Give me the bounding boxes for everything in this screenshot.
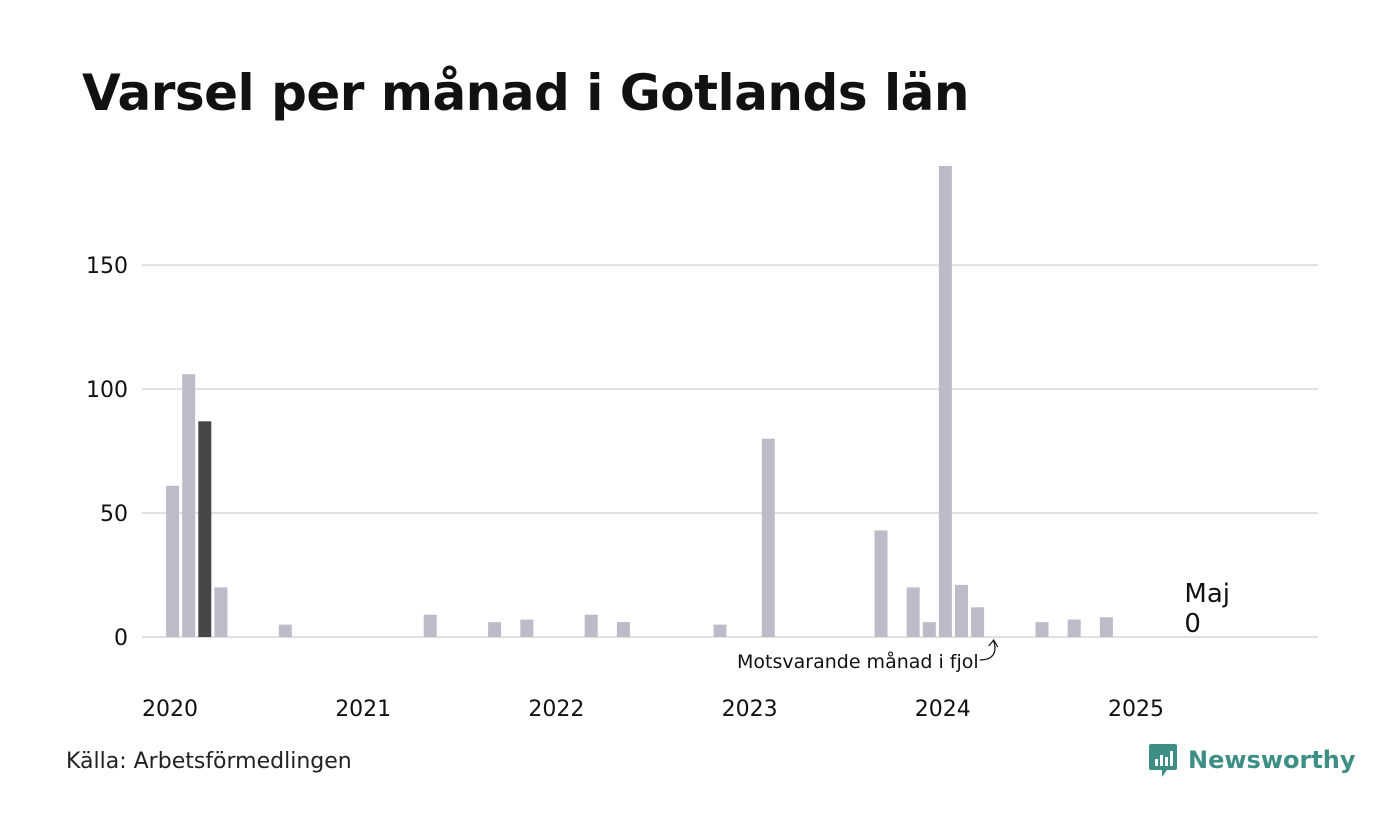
bar <box>584 614 598 637</box>
annotation: Motsvarande månad i fjol <box>737 638 999 673</box>
bar <box>906 587 920 637</box>
bar <box>488 622 502 637</box>
bar-highlight <box>198 421 212 637</box>
brand-logo[interactable]: Newsworthy <box>1148 742 1356 778</box>
bar <box>214 587 228 637</box>
bar <box>938 166 952 637</box>
bar <box>1035 622 1049 637</box>
bar <box>761 438 775 637</box>
y-tick-label: 50 <box>100 502 128 527</box>
y-tick-label: 100 <box>86 378 128 403</box>
x-axis-ticks: 2020 2021 2022 2023 2024 2025 <box>142 697 1164 722</box>
source-note: Källa: Arbetsförmedlingen <box>66 749 352 774</box>
x-tick-label: 2025 <box>1108 697 1164 722</box>
bar <box>423 614 437 637</box>
bar <box>922 622 936 637</box>
bars <box>166 166 1113 637</box>
y-axis-ticks: 0 50 100 150 <box>86 254 128 651</box>
last-value-label: Maj 0 <box>1184 579 1230 639</box>
bar <box>971 607 985 637</box>
bar <box>278 624 292 637</box>
y-tick-label: 150 <box>86 254 128 279</box>
y-tick-label: 0 <box>114 626 128 651</box>
x-tick-label: 2021 <box>335 697 391 722</box>
annotation-text: Motsvarande månad i fjol <box>737 650 979 673</box>
bar <box>182 374 196 637</box>
bar <box>520 619 534 637</box>
gridlines <box>142 264 1318 638</box>
brand-name: Newsworthy <box>1188 746 1356 774</box>
x-tick-label: 2024 <box>915 697 971 722</box>
bar <box>713 624 727 637</box>
last-value-text: 0 <box>1184 609 1201 639</box>
last-month-label: Maj <box>1184 579 1230 609</box>
x-tick-label: 2023 <box>722 697 778 722</box>
bar <box>616 622 630 637</box>
bar <box>1099 617 1113 637</box>
bar <box>955 584 968 637</box>
annotation-arrow <box>979 640 996 661</box>
bar <box>166 485 180 637</box>
newsworthy-logo-icon <box>1149 744 1177 777</box>
annotation-arrowhead <box>988 638 999 648</box>
bar <box>1067 619 1081 637</box>
chart-title: Varsel per månad i Gotlands län <box>82 64 969 122</box>
x-tick-label: 2020 <box>142 697 198 722</box>
bar <box>874 530 888 637</box>
x-tick-label: 2022 <box>528 697 584 722</box>
